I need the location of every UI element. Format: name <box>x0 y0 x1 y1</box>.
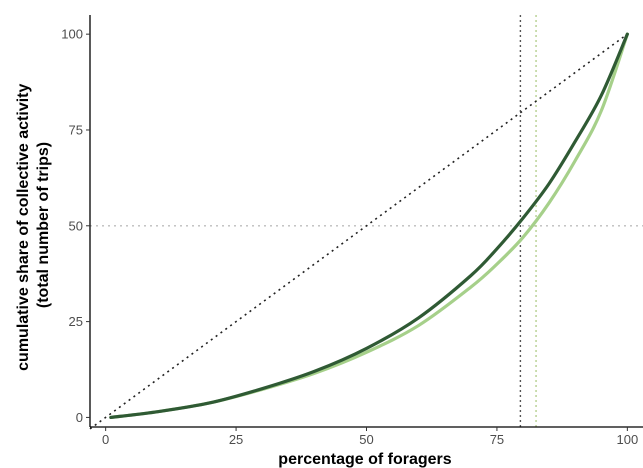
x-tick-label: 75 <box>490 432 504 447</box>
y-axis-title-line-1: cumulative share of collective activity <box>15 84 32 371</box>
x-axis-title: percentage of foragers <box>278 451 451 468</box>
x-tick-label: 100 <box>616 432 638 447</box>
series-line-1 <box>109 32 629 420</box>
y-tick-label: 100 <box>61 27 83 42</box>
x-tick-label: 25 <box>229 432 243 447</box>
y-axis-title-line-2: (total number of trips) <box>35 142 52 308</box>
y-tick-label: 25 <box>69 314 83 329</box>
y-tick-label: 50 <box>69 218 83 233</box>
y-tick-label: 0 <box>76 410 83 425</box>
x-tick-label: 0 <box>102 432 109 447</box>
y-tick-label: 75 <box>69 122 83 137</box>
y-axis-title: cumulative share of collective activity … <box>15 79 52 371</box>
x-tick-label: 50 <box>359 432 373 447</box>
equality-line <box>89 33 628 430</box>
plot-area: 0 25 50 75 100 0 25 50 75 100 <box>61 15 643 447</box>
